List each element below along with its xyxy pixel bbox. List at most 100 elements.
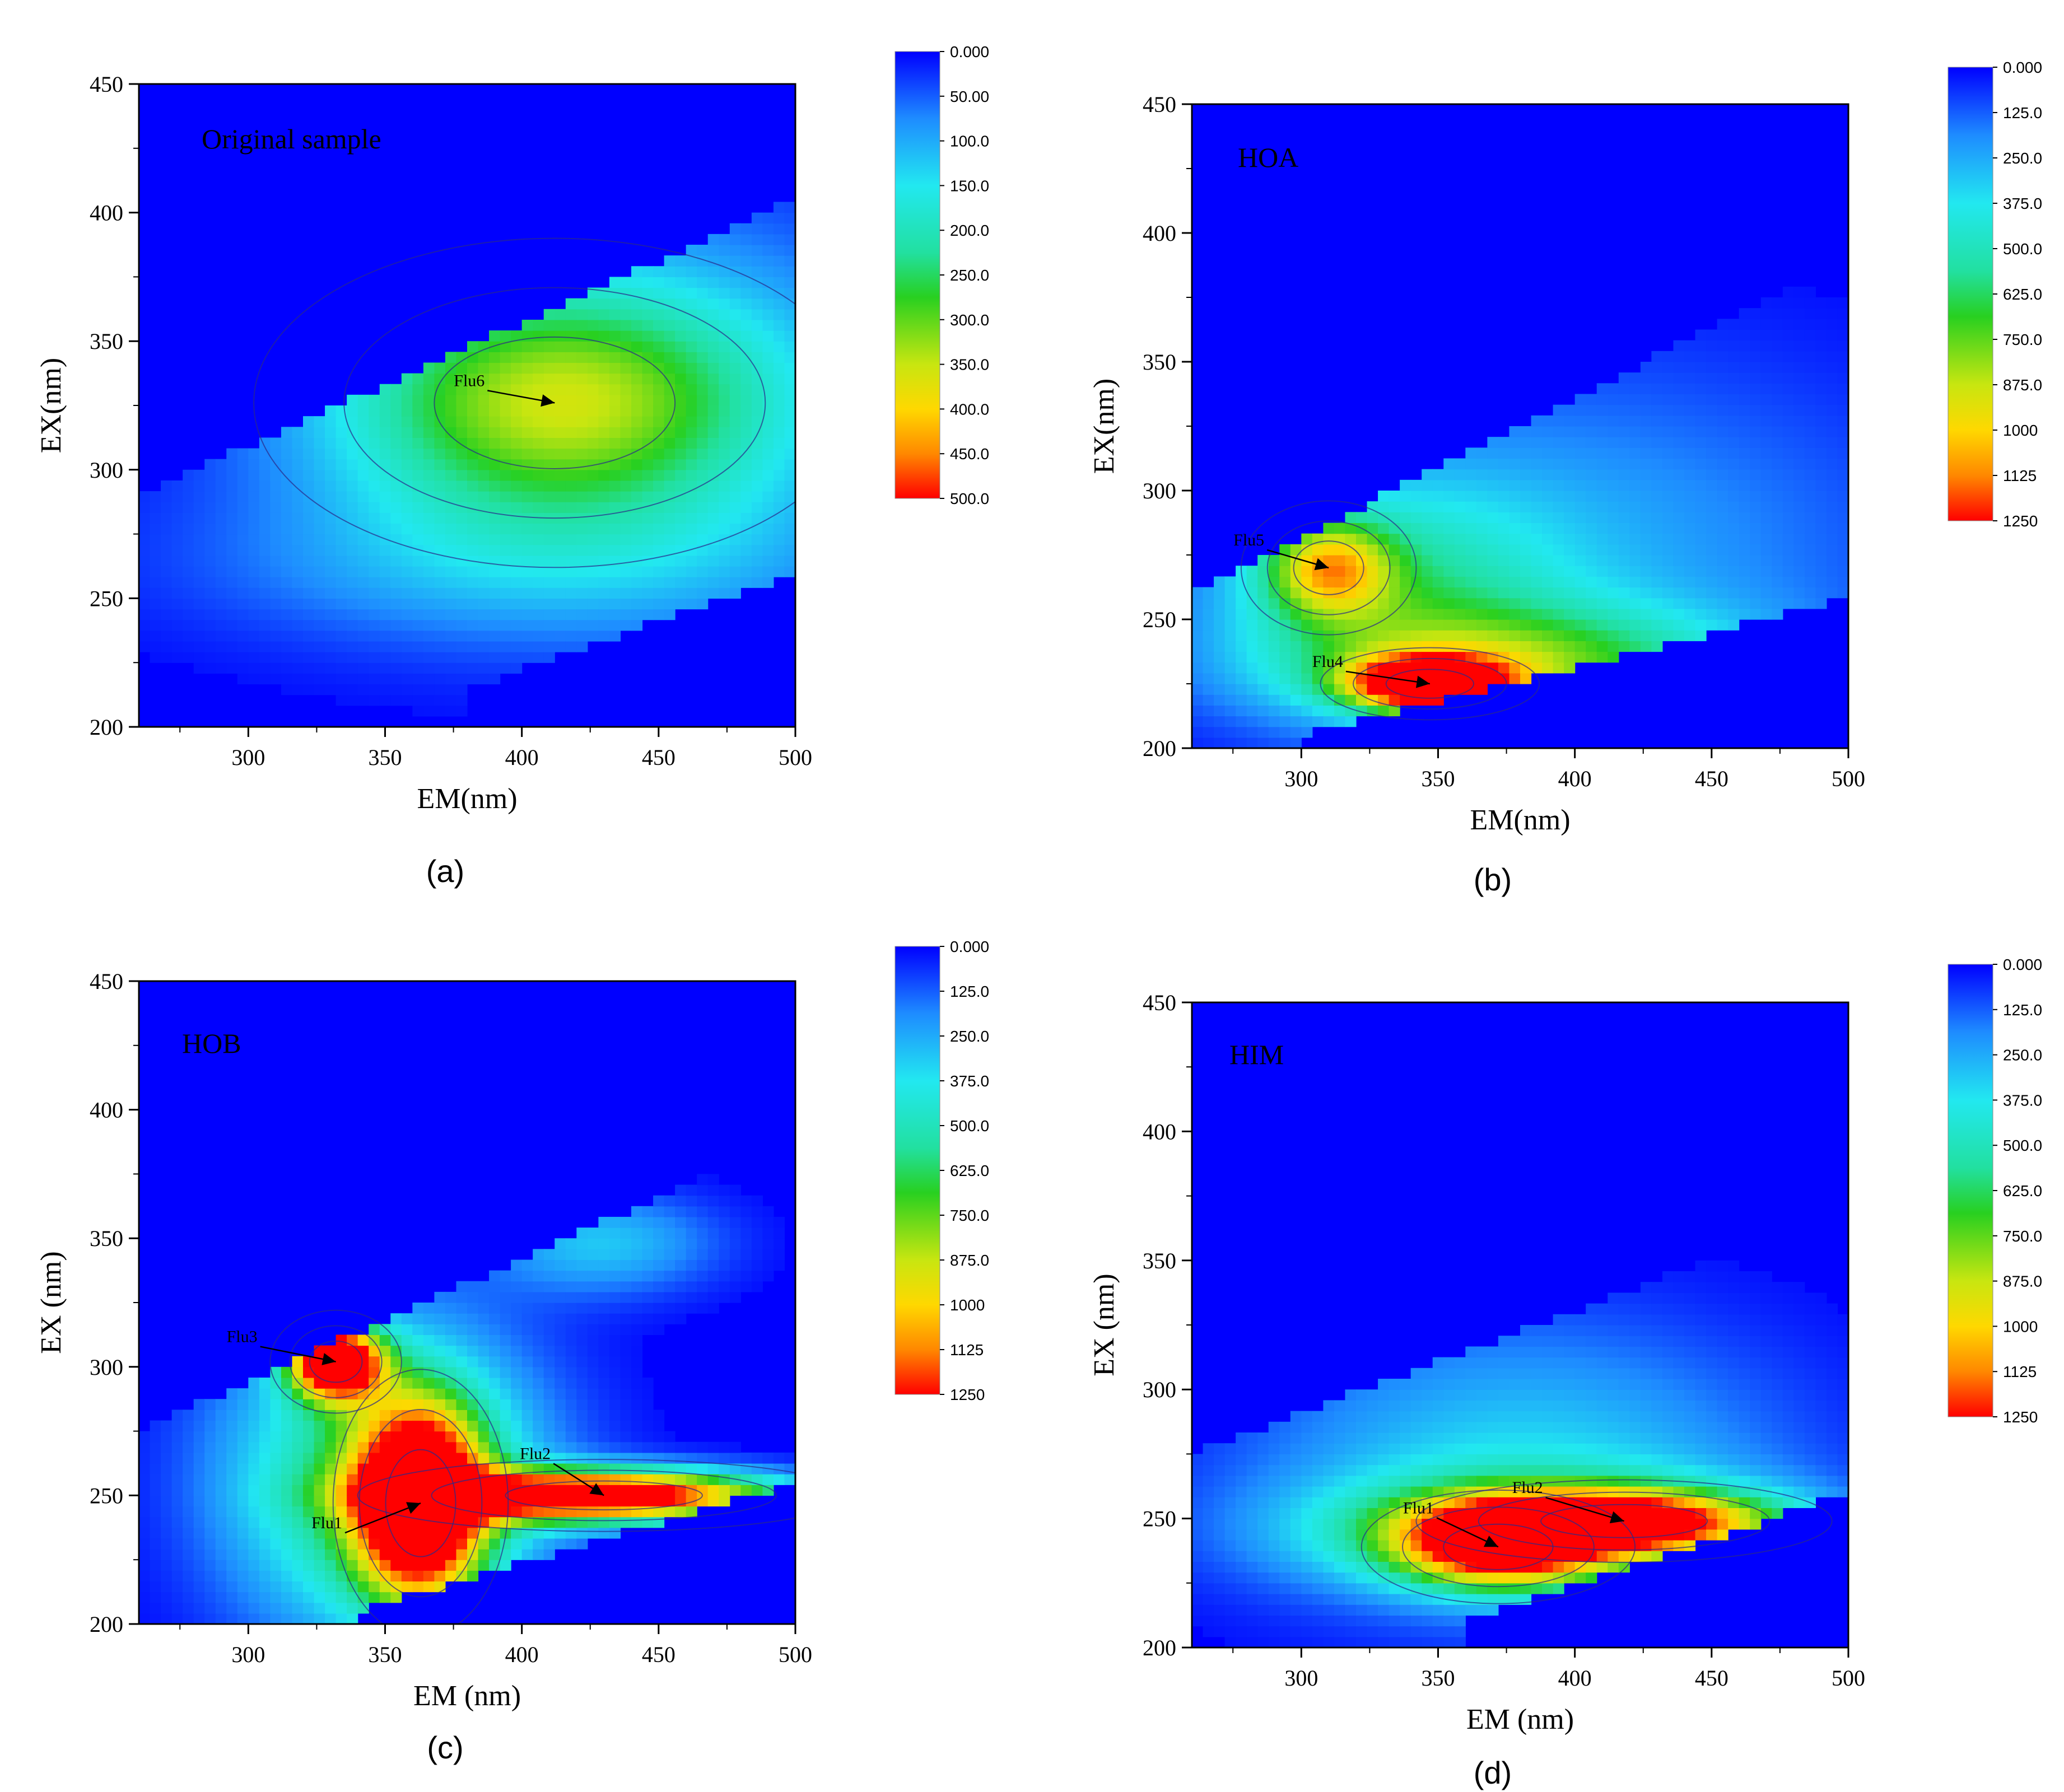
- x-tick-label: 450: [642, 1642, 675, 1667]
- contour-line: [289, 1325, 383, 1398]
- peak-arrow: [344, 1502, 421, 1534]
- sample-label: HOA: [1238, 142, 1298, 173]
- y-tick-label: 300: [1143, 1377, 1176, 1402]
- y-tick-label: 350: [90, 1226, 123, 1251]
- colorbar-label: 500.0: [950, 1117, 989, 1135]
- contour-line: [1320, 647, 1540, 721]
- heatmap-field: [1192, 1002, 1848, 1648]
- heatmap-field: [1192, 104, 1848, 748]
- y-tick-label: 400: [90, 1098, 123, 1123]
- contour-lines: [253, 237, 795, 568]
- y-tick-label: 200: [90, 715, 123, 740]
- contour-line: [269, 1309, 402, 1414]
- sample-label: HIM: [1229, 1039, 1284, 1070]
- panel-caption: (c): [427, 1730, 463, 1765]
- heatmap-field: [139, 981, 795, 1624]
- colorbar-label: 1000: [2003, 422, 2038, 439]
- x-tick-label: 300: [231, 745, 265, 770]
- x-tick-label: 300: [231, 1642, 265, 1667]
- peak-arrowhead: [1415, 675, 1430, 688]
- x-tick-label: 400: [505, 745, 539, 770]
- colorbar-label: 1250: [950, 1386, 985, 1403]
- y-tick-label: 250: [1143, 607, 1176, 632]
- peak-arrowhead: [322, 1353, 336, 1365]
- y-axis-label: EX(nm): [35, 358, 67, 453]
- contour-line: [1293, 540, 1364, 595]
- panel-0: 300 350 400 450 500 200 250 300 350 400 450 EM(nm) E…: [35, 43, 989, 889]
- peak-arrowhead: [541, 394, 555, 407]
- colorbar-label: 250.0: [2003, 150, 2042, 167]
- contour-line: [253, 237, 795, 568]
- colorbar-label: 450.0: [950, 445, 989, 463]
- y-tick-label: 350: [90, 329, 123, 354]
- x-tick-label: 400: [1558, 766, 1592, 791]
- contour-lines: [269, 1309, 795, 1624]
- colorbar-label: 0.000: [2003, 59, 2042, 76]
- contour-line: [332, 1369, 509, 1624]
- colorbar-label: 0.000: [950, 938, 989, 955]
- heatmap-field: [139, 84, 795, 727]
- x-axis-label: EM (nm): [1466, 1704, 1574, 1735]
- y-tick-label: 200: [1143, 736, 1176, 761]
- peak-label: Flu5: [1233, 531, 1264, 549]
- y-tick-label: 450: [90, 969, 123, 994]
- peak-label: Flu6: [454, 371, 484, 390]
- y-axis-label: EX (nm): [1088, 1273, 1120, 1376]
- contour-line: [358, 1409, 483, 1598]
- panel-caption: (a): [426, 853, 464, 889]
- colorbar-label: 500.0: [950, 490, 989, 507]
- colorbar-label: 125.0: [2003, 104, 2042, 122]
- colorbar-label: 350.0: [950, 356, 989, 374]
- colorbar-label: 625.0: [950, 1162, 989, 1179]
- panel-caption: (b): [1474, 862, 1512, 897]
- x-axis-label: EM(nm): [1470, 804, 1570, 836]
- sample-label: HOB: [182, 1028, 241, 1059]
- colorbar-label: 1250: [2003, 512, 2038, 530]
- peak-arrowhead: [1609, 1511, 1624, 1524]
- peak-label: Flu1: [311, 1514, 342, 1532]
- y-tick-label: 200: [1143, 1635, 1176, 1660]
- colorbar-label: 125.0: [2003, 1001, 2042, 1019]
- sample-label: Original sample: [202, 123, 381, 155]
- peak-arrowhead: [1314, 558, 1329, 571]
- contour-line: [1240, 500, 1417, 636]
- contour-line: [357, 1459, 795, 1532]
- colorbar-label: 375.0: [2003, 1091, 2042, 1109]
- y-tick-label: 400: [1143, 1119, 1176, 1144]
- contour-line: [1361, 1489, 1636, 1604]
- colorbar-label: 625.0: [2003, 1182, 2042, 1200]
- y-tick-label: 300: [1143, 478, 1176, 503]
- colorbar-label: 875.0: [950, 1252, 989, 1269]
- y-tick-label: 300: [90, 458, 123, 483]
- y-tick-label: 250: [90, 586, 123, 611]
- contour-line: [431, 1469, 777, 1522]
- colorbar-label: 375.0: [950, 1072, 989, 1090]
- panel-caption: (d): [1474, 1755, 1512, 1790]
- x-tick-label: 400: [1558, 1665, 1592, 1691]
- y-tick-label: 400: [90, 200, 123, 226]
- contour-lines: [1361, 1479, 1833, 1604]
- y-tick-label: 350: [1143, 349, 1176, 375]
- colorbar-label: 150.0: [950, 177, 989, 194]
- y-tick-label: 400: [1143, 221, 1176, 246]
- peak-label: Flu2: [1512, 1478, 1543, 1497]
- peak-arrowhead: [589, 1483, 604, 1496]
- colorbar-label: 1125: [950, 1341, 984, 1359]
- y-tick-label: 450: [1143, 990, 1176, 1015]
- colorbar: [894, 946, 940, 1395]
- peak-label: Flu1: [1403, 1499, 1434, 1517]
- x-tick-label: 500: [1832, 1665, 1865, 1691]
- x-axis-label: EM (nm): [413, 1680, 521, 1712]
- x-tick-label: 450: [1695, 1665, 1728, 1691]
- panel-1: 300 350 400 450 500 200 250 300 350 400 450 EM(nm) E…: [1088, 59, 2042, 897]
- contour-line: [1540, 1504, 1708, 1538]
- colorbar-label: 875.0: [2003, 1273, 2042, 1290]
- panel-3: 300 350 400 450 500 200 250 300 350 400 450 EM (nm)…: [1088, 956, 2042, 1790]
- colorbar-label: 250.0: [2003, 1047, 2042, 1064]
- x-tick-label: 500: [779, 745, 812, 770]
- peak-label: Flu3: [227, 1328, 258, 1346]
- contour-line: [434, 336, 676, 469]
- colorbar-label: 100.0: [950, 133, 989, 150]
- x-axis-label: EM(nm): [417, 783, 517, 815]
